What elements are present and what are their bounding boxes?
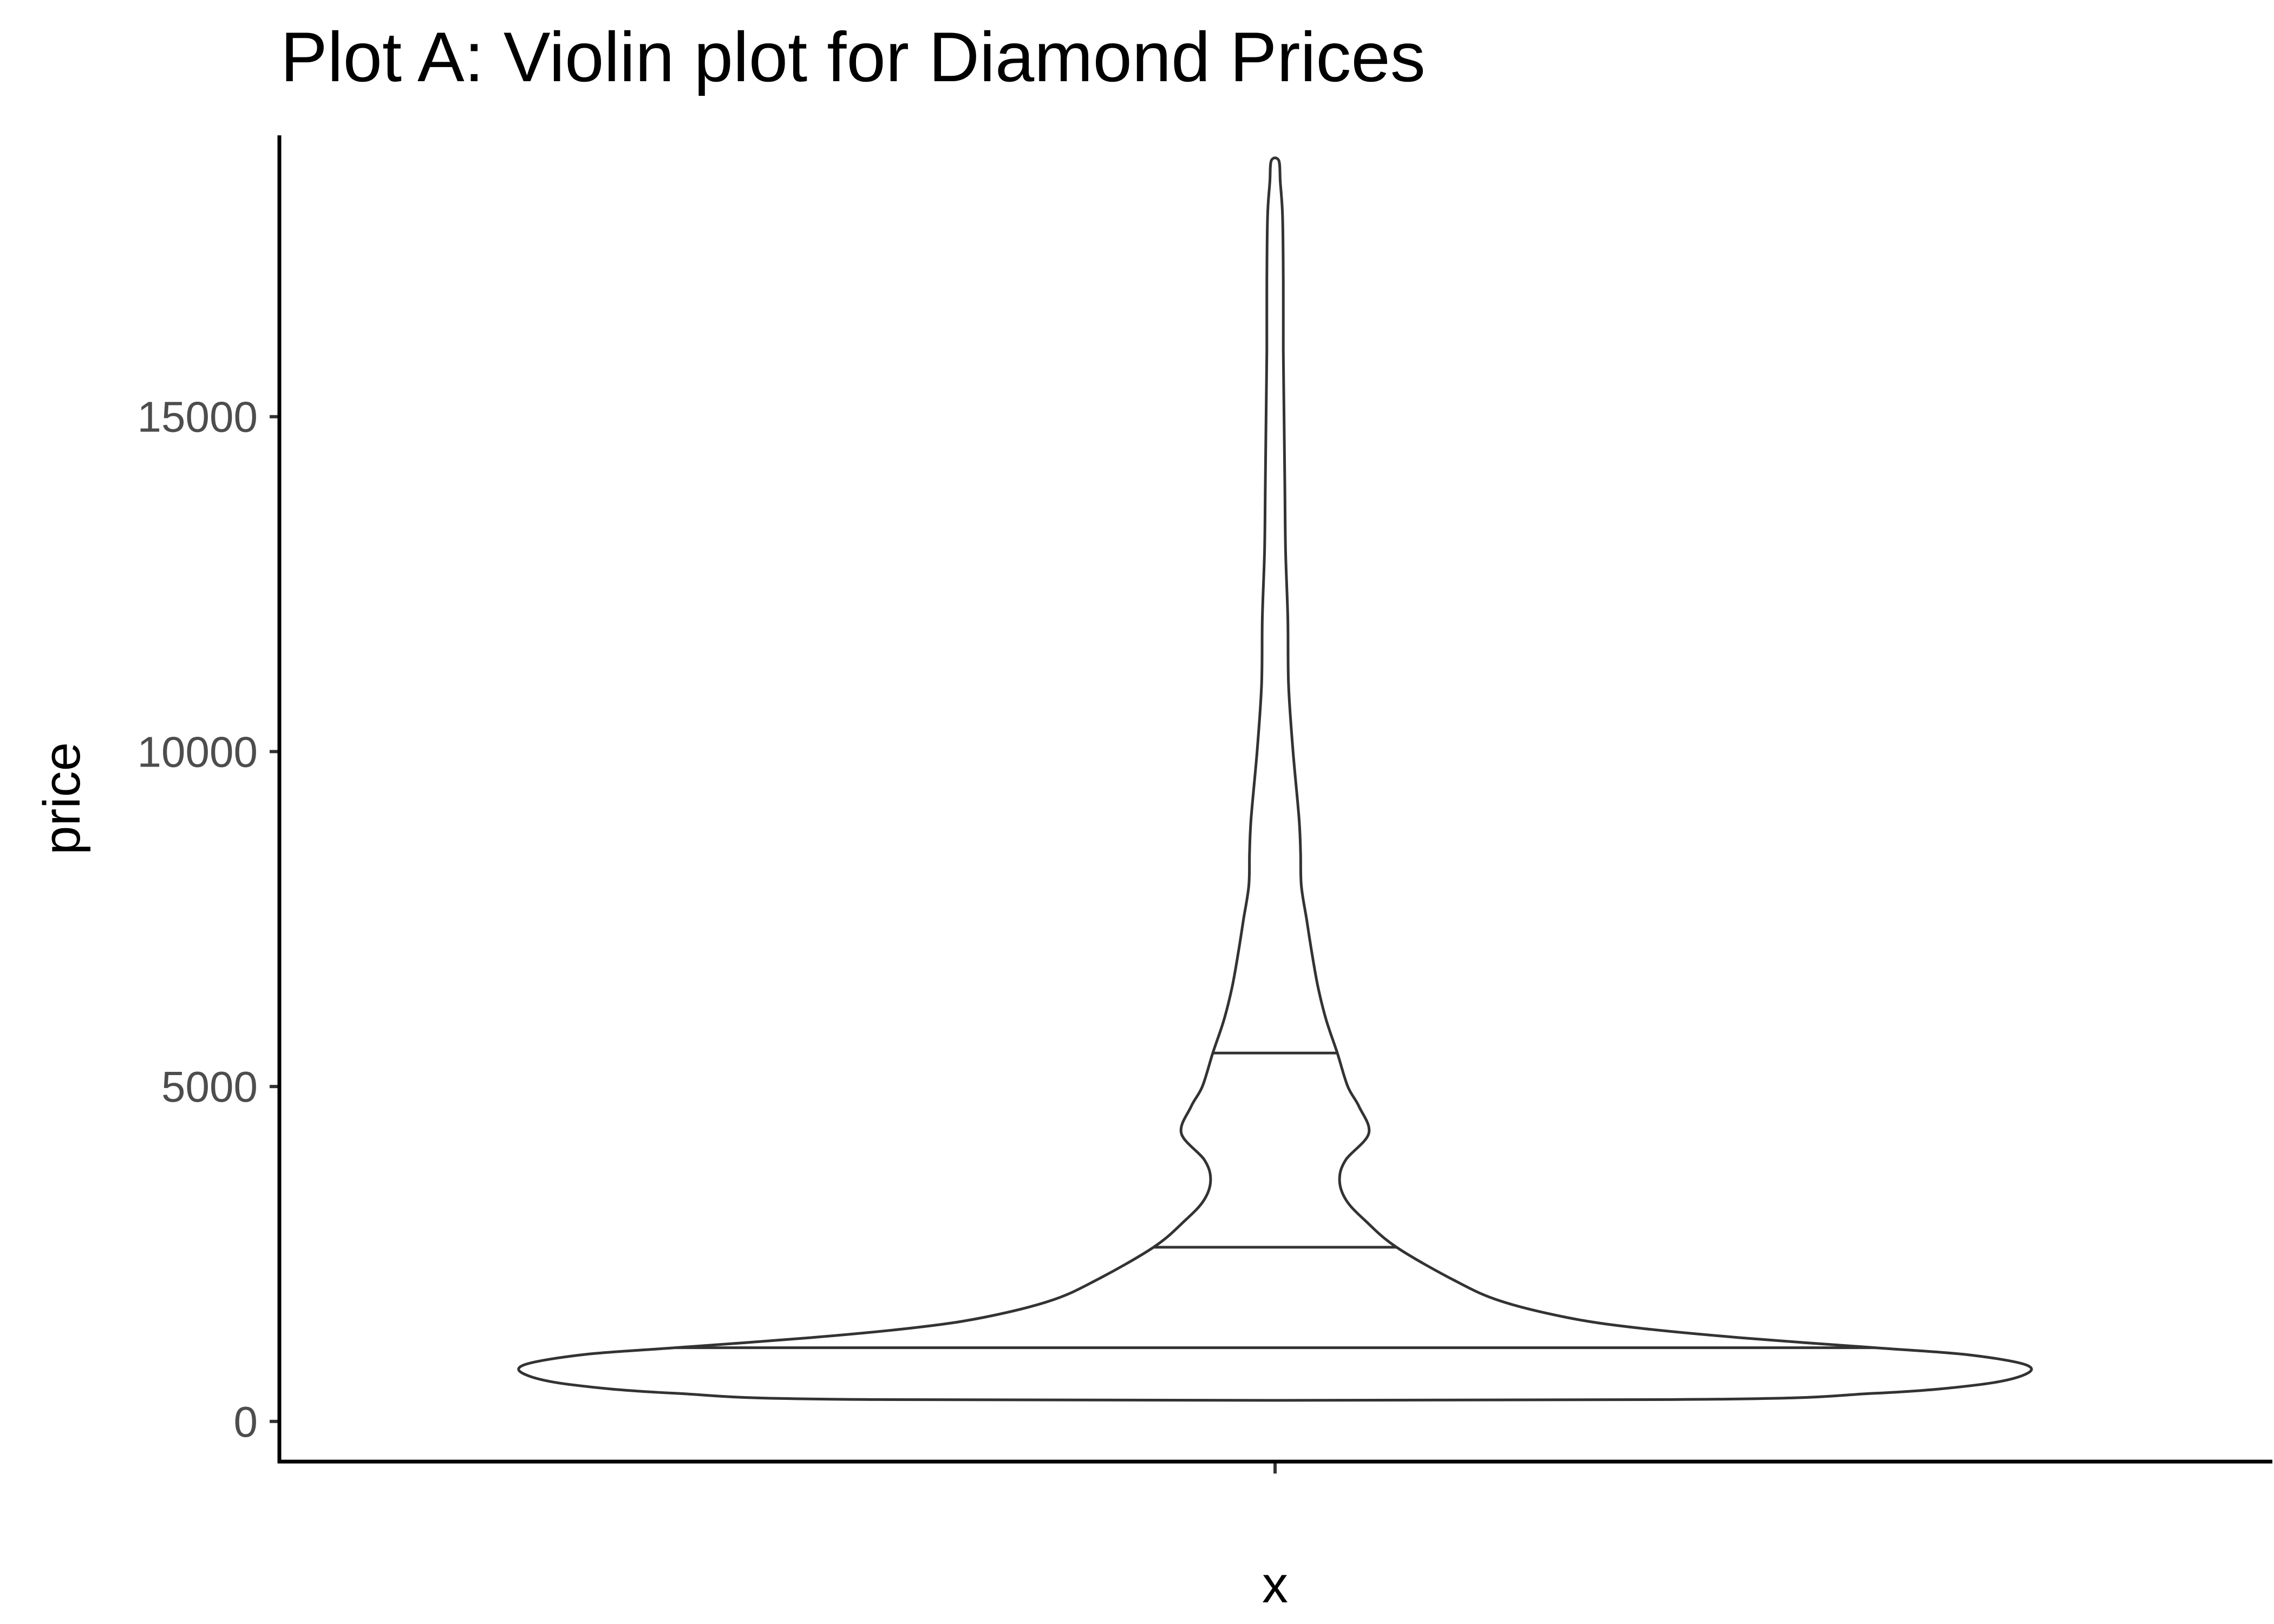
y-tick-label: 10000: [138, 728, 258, 776]
violin-shape: [517, 156, 2033, 1402]
y-tick-label: 5000: [161, 1063, 258, 1111]
y-axis-ticks: 0 5000 10000 15000: [138, 393, 279, 1446]
chart-title: Plot A: Violin plot for Diamond Prices: [280, 17, 1426, 96]
x-axis-title: x: [1262, 1556, 1288, 1614]
y-axis-title: price: [33, 742, 91, 855]
y-tick-label: 15000: [138, 393, 258, 441]
quantile-lines: [675, 1051, 1875, 1350]
y-tick-label: 0: [234, 1398, 258, 1446]
